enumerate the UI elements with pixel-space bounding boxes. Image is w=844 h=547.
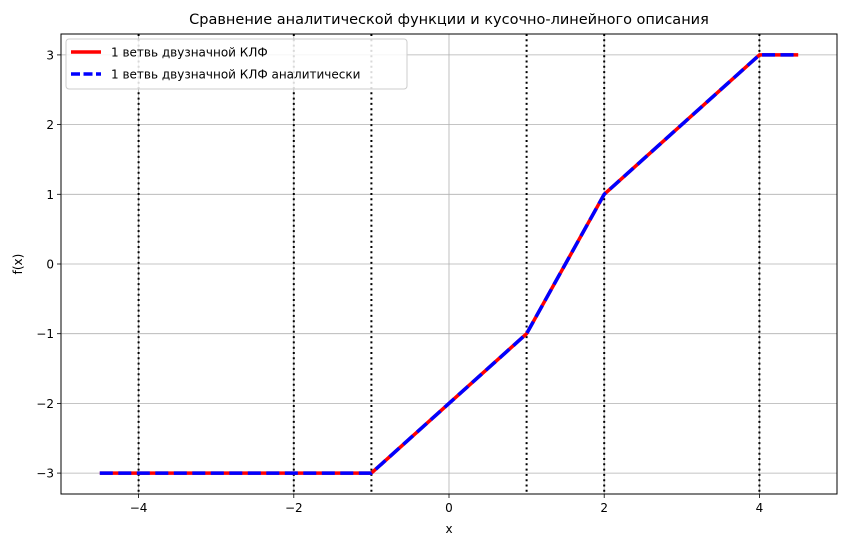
series-lines — [99, 53, 799, 475]
x-tick-label: −2 — [285, 501, 303, 515]
legend-label-2: 1 ветвь двузначной КЛФ аналитически — [111, 68, 360, 82]
x-tick-label: 2 — [600, 501, 608, 515]
chart-title: Сравнение аналитической функции и кусочн… — [189, 12, 709, 28]
x-tick-label: −4 — [130, 501, 148, 515]
x-tick-label: 0 — [445, 501, 453, 515]
y-tick-label: 2 — [46, 118, 54, 132]
y-tick-label: −1 — [36, 327, 54, 341]
x-axis-label: x — [445, 522, 452, 536]
y-tick-label: −2 — [36, 397, 54, 411]
legend-label-1: 1 ветвь двузначной КЛФ — [111, 46, 268, 60]
grid — [61, 34, 837, 494]
y-tick-label: 1 — [46, 188, 54, 202]
series-line-2 — [99, 53, 799, 475]
legend-box — [65, 38, 408, 90]
vertical-dotted-lines — [137, 34, 761, 494]
x-tick-label: 4 — [756, 501, 764, 515]
axis-ticks: −4 −2 0 2 4 −3 −2 −1 0 1 2 3 — [36, 48, 763, 515]
y-tick-label: 3 — [46, 48, 54, 62]
legend: 1 ветвь двузначной КЛФ 1 ветвь двузначной… — [65, 38, 408, 90]
y-tick-label: 0 — [46, 258, 54, 272]
y-axis-label: f(x) — [11, 254, 25, 275]
y-tick-label: −3 — [36, 467, 54, 481]
